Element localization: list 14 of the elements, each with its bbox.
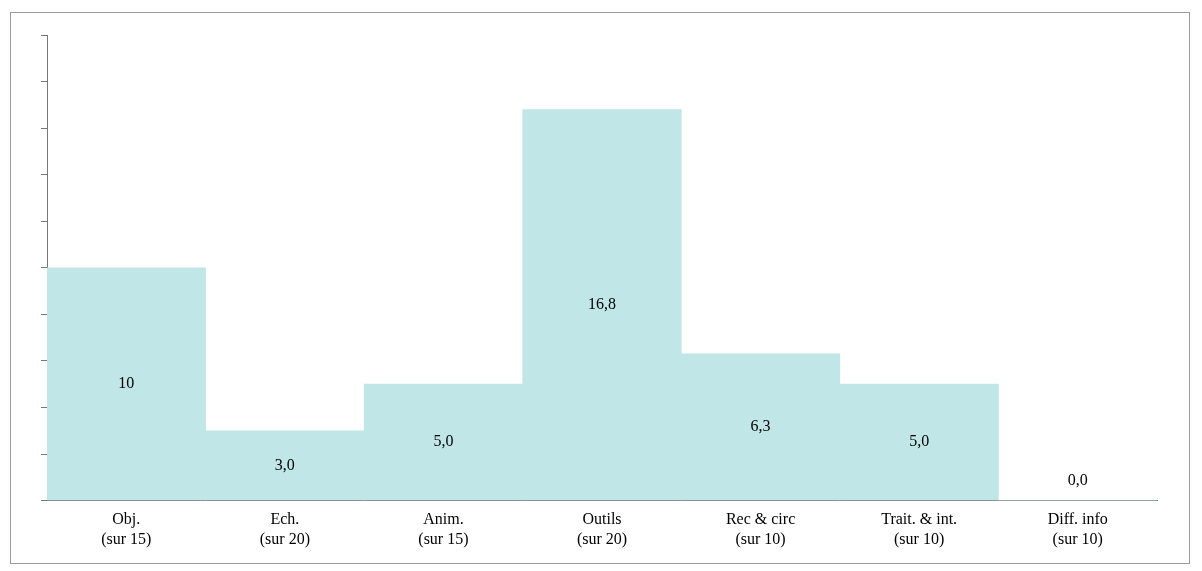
x-tick-label: Anim. (sur 15) xyxy=(418,510,469,548)
data-label: 5,0 xyxy=(909,432,930,450)
data-label: 6,3 xyxy=(750,417,771,435)
data-label: 5,0 xyxy=(433,432,454,450)
x-tick-label: Rec & circ (sur 10) xyxy=(725,510,796,548)
data-label: 0,0 xyxy=(1067,470,1088,488)
data-label: 3,0 xyxy=(274,455,295,473)
x-tick-label: Obj. (sur 15) xyxy=(101,510,152,548)
x-tick-label: Trait. & int. (sur 10) xyxy=(881,510,958,548)
data-label: 16,8 xyxy=(588,295,616,312)
x-tick-label: Outils (sur 20) xyxy=(576,510,628,548)
data-label: 10 xyxy=(118,374,135,392)
x-tick-label: Diff. info (sur 10) xyxy=(1047,510,1108,548)
x-tick-label: Ech. (sur 20) xyxy=(259,510,310,548)
